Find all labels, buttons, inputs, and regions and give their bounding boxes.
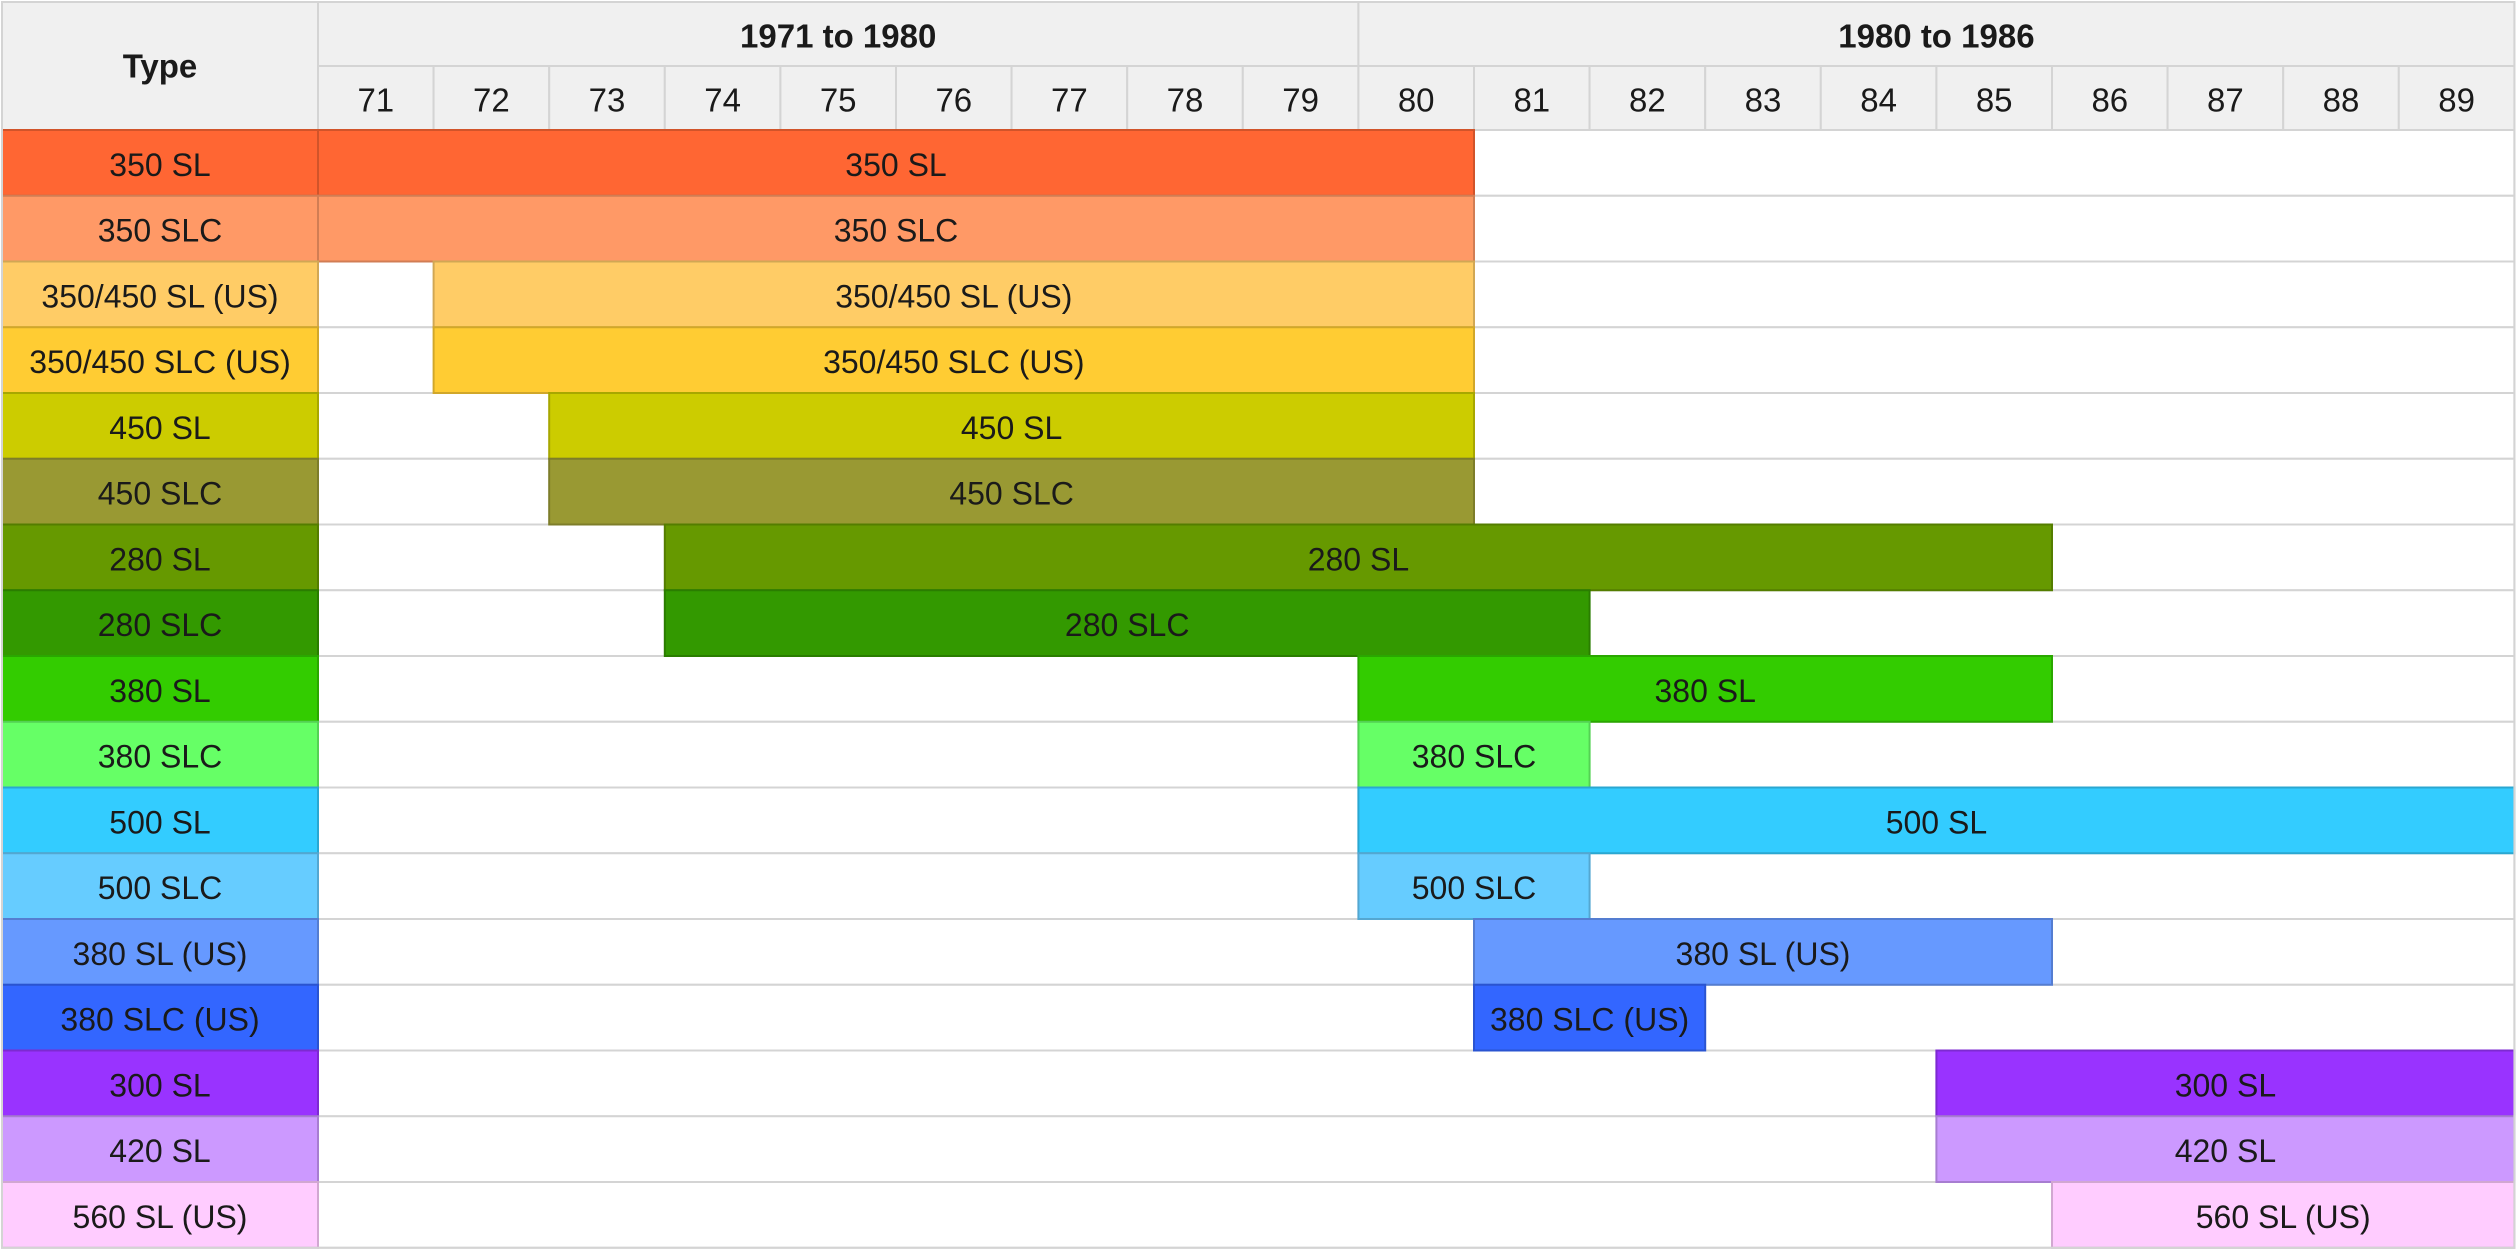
type-label: 350 SL (109, 147, 210, 183)
bar-label: 280 SL (1308, 541, 1409, 577)
bar-label: 560 SL (US) (2196, 1199, 2371, 1235)
year-header-cell (2051, 65, 2169, 131)
period-header-label: 1980 to 1986 (1838, 18, 2034, 55)
year-tick-label: 87 (2207, 82, 2244, 119)
year-header-cell (432, 65, 551, 131)
type-label: 380 SL (109, 673, 210, 709)
type-cell (1, 129, 319, 197)
production-bar (432, 326, 1476, 394)
year-tick-label: 81 (1513, 82, 1550, 119)
bar-label: 350/450 SLC (US) (823, 344, 1084, 380)
type-cell (1, 786, 319, 855)
production-bar (663, 523, 2053, 592)
type-label: 500 SLC (98, 870, 223, 906)
type-cell (1, 1049, 319, 1118)
production-bar (1357, 655, 2053, 723)
bar-label: 380 SL (1654, 673, 1755, 709)
bar-label: 450 SLC (949, 476, 1074, 512)
year-header-cell (2166, 65, 2285, 131)
year-tick-label: 82 (1629, 82, 1666, 119)
production-bar (548, 392, 1475, 460)
production-bar (2051, 1181, 2516, 1249)
bar-label: 350 SL (845, 147, 946, 183)
type-cell (1, 260, 319, 329)
type-column-header: Type (123, 48, 198, 85)
type-cell (1, 523, 319, 592)
type-label: 420 SL (109, 1133, 210, 1169)
bar-label: 500 SL (1886, 804, 1987, 840)
type-cell (1, 326, 319, 394)
type-label: 560 SL (US) (73, 1199, 248, 1235)
bar-label: 300 SL (2175, 1067, 2276, 1103)
production-bar (548, 457, 1475, 526)
type-label: 380 SLC (US) (60, 1002, 259, 1038)
production-bar (432, 260, 1476, 329)
year-tick-label: 86 (2091, 82, 2128, 119)
bar-label: 350/450 SL (US) (835, 278, 1072, 314)
year-tick-label: 72 (473, 82, 510, 119)
type-label: 450 SL (109, 410, 210, 446)
year-header-cell (1704, 65, 1822, 131)
bar-label: 420 SL (2175, 1133, 2276, 1169)
production-bar (663, 589, 1591, 657)
production-bar (1935, 1049, 2516, 1118)
production-bar (317, 129, 1475, 197)
type-label: 280 SLC (98, 607, 223, 643)
year-header-cell (1588, 65, 1707, 131)
year-tick-label: 75 (820, 82, 857, 119)
year-header-cell (2397, 65, 2516, 131)
year-tick-label: 78 (1167, 82, 1204, 119)
year-tick-label: 89 (2438, 82, 2475, 119)
type-header-cell (1, 1, 319, 131)
year-tick-label: 84 (1860, 82, 1897, 119)
year-header-cell (663, 65, 782, 131)
year-tick-label: 71 (357, 82, 394, 119)
type-label: 380 SLC (98, 739, 223, 775)
year-header-cell (1126, 65, 1244, 131)
year-tick-label: 88 (2323, 82, 2360, 119)
type-label: 280 SL (109, 541, 210, 577)
type-label: 350/450 SL (US) (41, 278, 278, 314)
production-bar (317, 194, 1475, 263)
year-tick-label: 77 (1051, 82, 1088, 119)
period-header-label: 1971 to 1980 (740, 18, 936, 55)
type-cell (1, 852, 319, 920)
bar-label: 500 SLC (1412, 870, 1537, 906)
bar-label: 350 SLC (834, 213, 959, 249)
year-tick-label: 74 (704, 82, 741, 119)
bar-label: 380 SL (US) (1676, 936, 1851, 972)
production-bar (1473, 983, 1707, 1052)
bar-label: 380 SLC (US) (1490, 1002, 1689, 1038)
type-label: 350/450 SLC (US) (29, 344, 290, 380)
type-label: 350 SLC (98, 213, 223, 249)
type-label: 380 SL (US) (73, 936, 248, 972)
production-bar (1935, 1115, 2516, 1183)
year-tick-label: 76 (935, 82, 972, 119)
year-tick-label: 80 (1398, 82, 1435, 119)
type-label: 300 SL (109, 1067, 210, 1103)
year-tick-label: 85 (1976, 82, 2013, 119)
bar-label: 280 SLC (1065, 607, 1190, 643)
year-tick-label: 83 (1745, 82, 1782, 119)
year-tick-label: 73 (589, 82, 626, 119)
type-label: 500 SL (109, 804, 210, 840)
type-cell (1, 655, 319, 723)
type-label: 450 SLC (98, 476, 223, 512)
year-header-cell (1819, 65, 1938, 131)
production-bar (1357, 786, 2516, 855)
year-header-cell (895, 65, 1013, 131)
row-gridline (317, 983, 2516, 1052)
type-cell (1, 457, 319, 526)
year-tick-label: 79 (1282, 82, 1319, 119)
row-gridline (317, 918, 2516, 986)
year-header-cell (1935, 65, 2054, 131)
type-cell (1, 983, 319, 1052)
year-header-cell (1357, 65, 1476, 131)
bar-label: 450 SL (961, 410, 1062, 446)
bar-label: 380 SLC (1412, 739, 1537, 775)
production-bar (1473, 918, 2053, 986)
year-header-cell (2282, 65, 2400, 131)
